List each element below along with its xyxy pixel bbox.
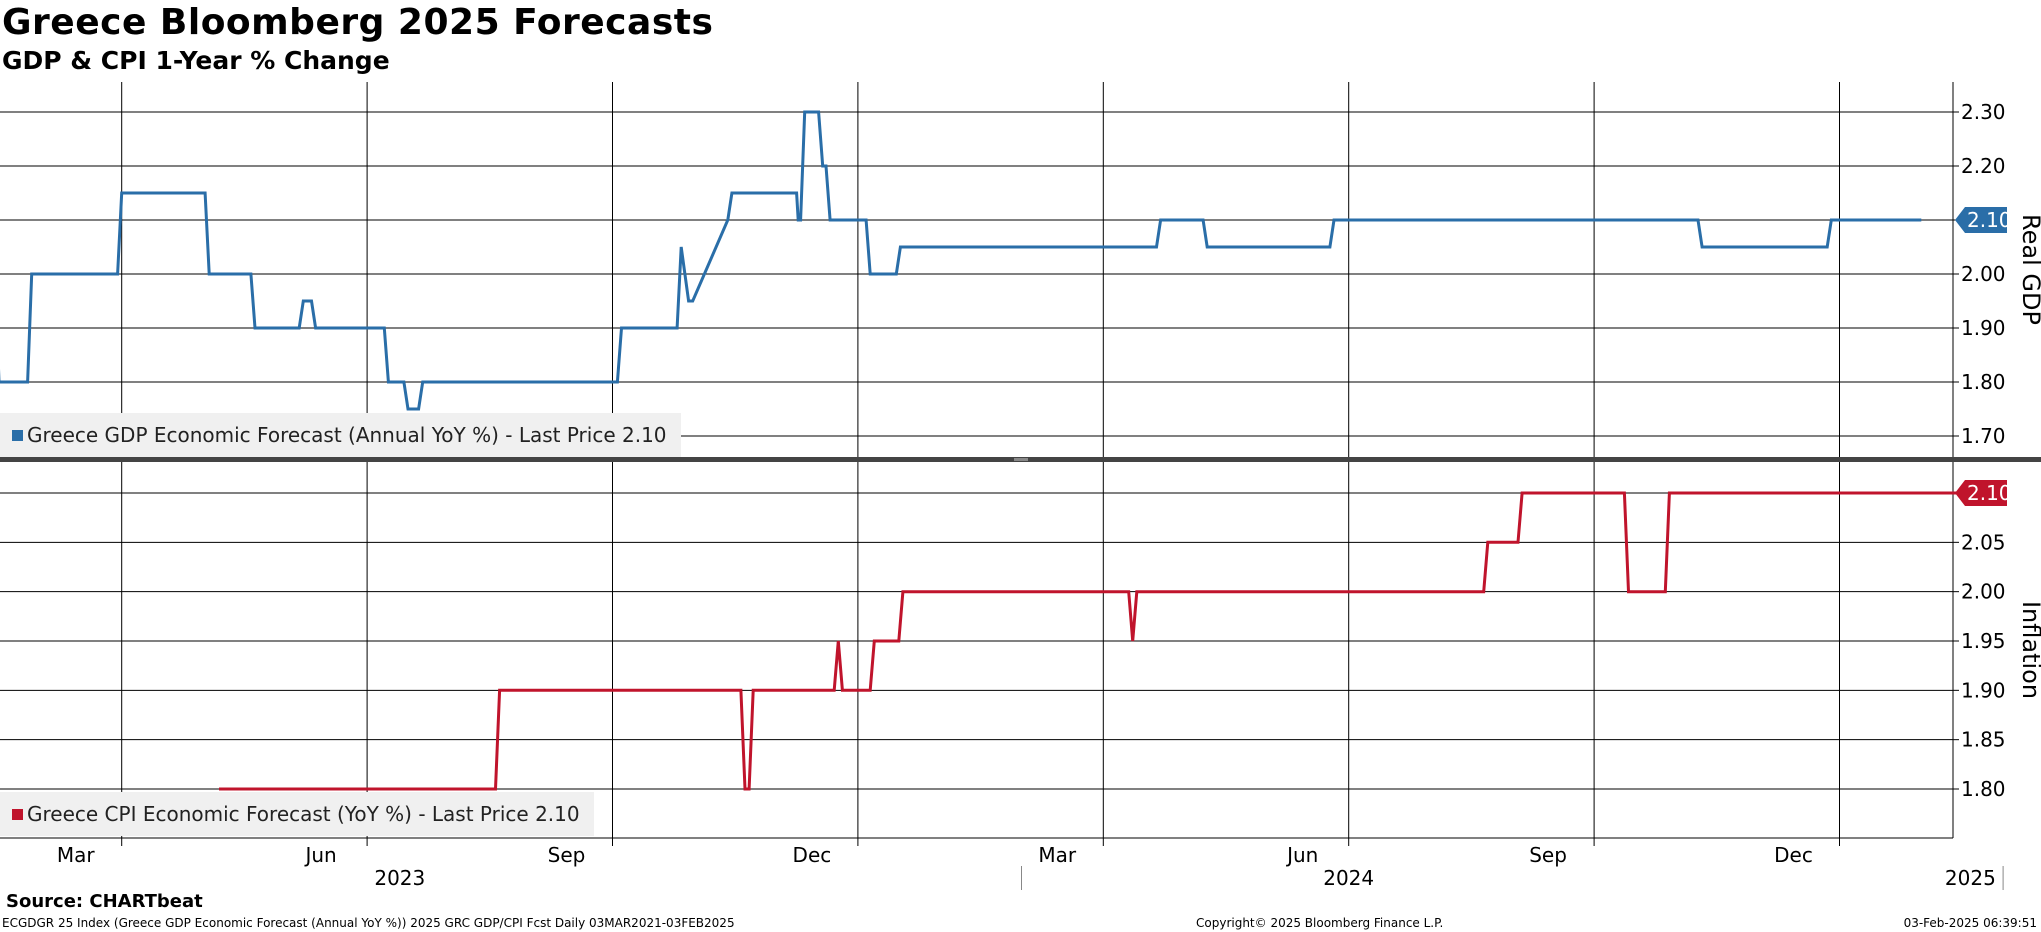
cpi-legend-swatch	[12, 808, 23, 820]
series-description: ECGDGR 25 Index (Greece GDP Economic For…	[2, 916, 735, 930]
cpi-y-tick-label: 2.00	[1961, 580, 2006, 604]
chart-subtitle: GDP & CPI 1-Year % Change	[2, 46, 390, 75]
cpi-y-tick-label: 1.80	[1961, 777, 2006, 801]
gdp-series-line	[0, 110, 1922, 411]
source-note: Source: CHARTbeat	[6, 891, 203, 912]
cpi-y-tick-label: 1.90	[1961, 678, 2006, 702]
x-tick-label: Dec	[1774, 843, 1813, 867]
gdp-y-tick-label: 2.20	[1961, 154, 2006, 178]
year-label: 2025	[1945, 866, 1996, 890]
gdp-y-tick-label: 2.30	[1961, 100, 2006, 124]
x-tick-label: Dec	[793, 843, 832, 867]
year-label: 2023	[374, 866, 425, 890]
divider-grip	[1014, 458, 1028, 461]
cpi-y-tick-label: 1.85	[1961, 728, 2006, 752]
x-tick-label: Mar	[57, 843, 96, 867]
gdp-y-tick-label: 1.80	[1961, 370, 2006, 394]
gdp-y-tick-label: 1.90	[1961, 316, 2006, 340]
gdp-axis-title: Real GDP	[2017, 214, 2041, 325]
year-label: 2024	[1323, 866, 1374, 890]
cpi-legend-label: Greece CPI Economic Forecast (YoY %) - L…	[27, 802, 580, 826]
x-tick-label: Sep	[1529, 843, 1567, 867]
gdp-last-price-tag	[1955, 207, 2007, 233]
cpi-legend: Greece CPI Economic Forecast (YoY %) - L…	[0, 792, 594, 836]
gdp-y-tick-label: 2.00	[1961, 262, 2006, 286]
cpi-series-line	[219, 491, 1968, 791]
timestamp: 03-Feb-2025 06:39:51	[1903, 916, 2037, 930]
x-tick-label: Jun	[303, 843, 336, 867]
gdp-legend-label: Greece GDP Economic Forecast (Annual YoY…	[27, 423, 667, 447]
chart-title: Greece Bloomberg 2025 Forecasts	[2, 2, 714, 43]
cpi-last-price-tag	[1955, 480, 2007, 506]
x-tick-label: Jun	[1285, 843, 1318, 867]
gdp-last-price-label: 2.10	[1967, 208, 2012, 232]
gdp-legend: Greece GDP Economic Forecast (Annual YoY…	[0, 413, 681, 457]
cpi-y-tick-label: 2.05	[1961, 530, 2006, 554]
cpi-axis-title: Inflation	[2017, 601, 2041, 699]
cpi-y-tick-label: 1.95	[1961, 629, 2006, 653]
copyright-note: Copyright© 2025 Bloomberg Finance L.P.	[1196, 916, 1444, 930]
cpi-last-price-label: 2.10	[1967, 481, 2012, 505]
x-tick-label: Sep	[548, 843, 586, 867]
x-tick-label: Mar	[1038, 843, 1077, 867]
gdp-legend-swatch	[12, 429, 23, 441]
gdp-y-tick-label: 1.70	[1961, 424, 2006, 448]
